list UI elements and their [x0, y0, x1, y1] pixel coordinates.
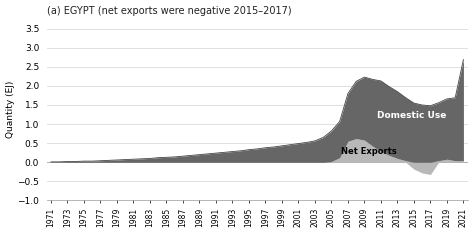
Text: Domestic Use: Domestic Use	[377, 111, 446, 120]
Y-axis label: Quantity (EJ): Quantity (EJ)	[6, 81, 15, 138]
Text: (a) EGYPT (net exports were negative 2015–2017): (a) EGYPT (net exports were negative 201…	[47, 6, 292, 16]
Text: Net Exports: Net Exports	[341, 147, 397, 156]
